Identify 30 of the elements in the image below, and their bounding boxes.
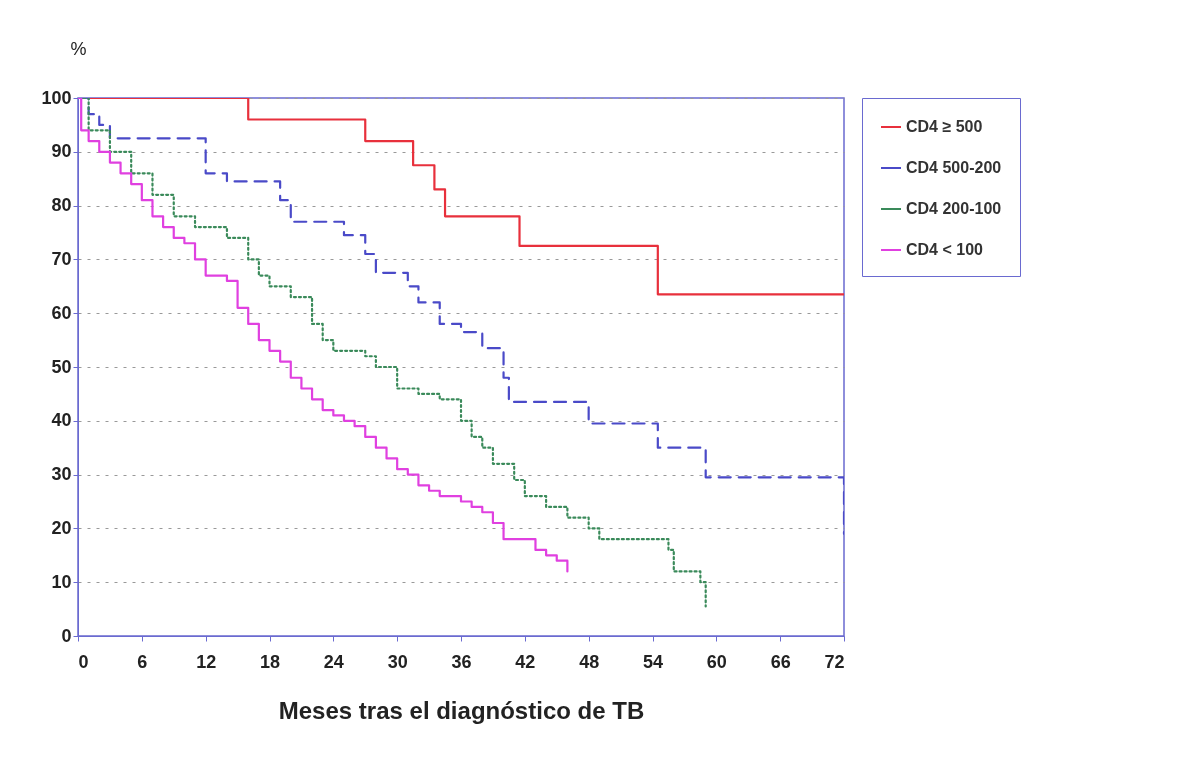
y-tick-label: 100 [41,87,72,108]
x-tick-label: 42 [515,651,536,672]
y-tick-label: 90 [51,141,72,162]
y-tick-label: 70 [51,248,72,269]
legend-label: CD4 200-100 [906,200,1002,217]
x-tick-label: 6 [137,651,148,672]
y-tick-label: 50 [51,356,72,377]
x-tick-label: 12 [196,651,217,672]
legend-label: CD4 < 100 [906,241,984,258]
x-tick-label: 66 [770,651,791,672]
x-tick-label: 60 [706,651,727,672]
y-tick-label: 0 [61,625,72,646]
legend-label: CD4 ≥ 500 [906,118,983,135]
x-tick-label: 36 [451,651,472,672]
y-tick-label: 40 [51,410,72,431]
x-tick-label: 72 [824,651,845,672]
x-tick-label: 54 [642,651,664,672]
y-axis-title: % [70,38,87,59]
x-axis-title: Meses tras el diagnóstico de TB [278,696,645,724]
x-tick-label: 0 [78,651,89,672]
x-tick-label: 18 [259,651,281,672]
legend-label: CD4 500-200 [906,159,1002,176]
y-tick-label: 10 [51,571,72,592]
y-tick-label: 80 [51,195,72,216]
y-tick-label: 30 [51,464,72,485]
y-tick-label: 60 [51,302,72,323]
x-tick-label: 24 [323,651,344,672]
x-tick-label: 30 [387,651,408,672]
x-tick-label: 48 [579,651,600,672]
y-tick-label: 20 [51,517,72,538]
